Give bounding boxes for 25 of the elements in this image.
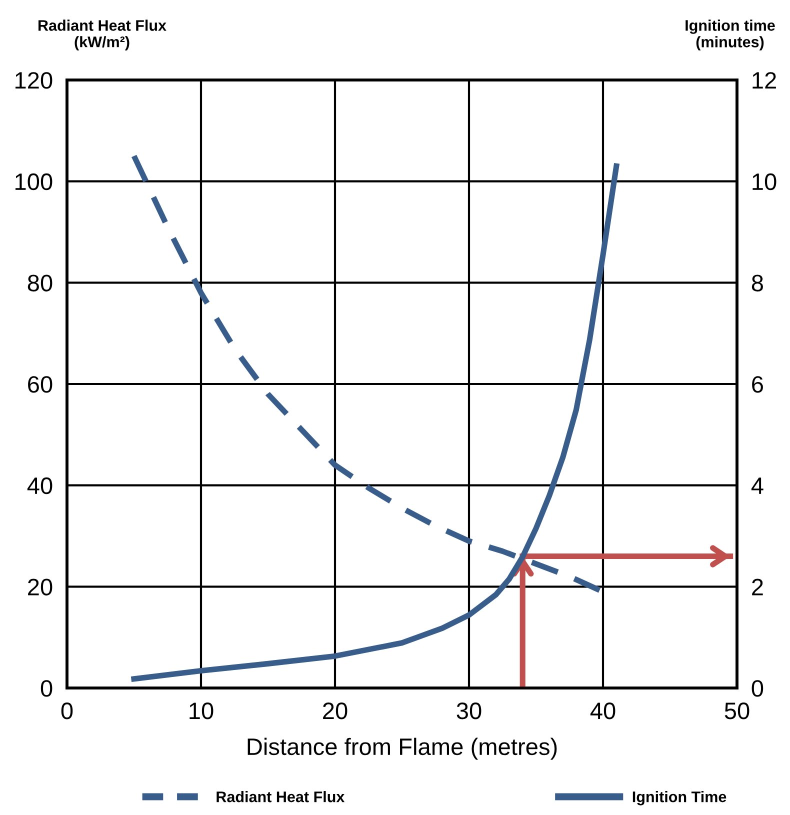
y2-tick-label: 10 bbox=[752, 173, 776, 190]
y-tick-label: 120 bbox=[16, 72, 52, 89]
x-tick-label: 30 bbox=[456, 702, 482, 720]
x-tick-label: 20 bbox=[323, 702, 348, 720]
y2-axis-title: Ignition time (minutes) bbox=[686, 20, 775, 50]
y2-tick-label: 4 bbox=[751, 478, 764, 494]
x-tick-label: 10 bbox=[190, 702, 214, 720]
y2-tick-label: 2 bbox=[752, 578, 763, 596]
y-axis-title: Radiant Heat Flux (kW/m²) bbox=[38, 20, 166, 50]
y2-tick-label: 0 bbox=[752, 680, 764, 697]
y-tick-label: 0 bbox=[40, 680, 52, 697]
y-tick-label: 100 bbox=[16, 173, 52, 190]
y-tick-label: 20 bbox=[28, 578, 52, 596]
y-tick-label: 80 bbox=[28, 274, 52, 292]
y-tick-label: 60 bbox=[28, 376, 52, 393]
y2-tick-label: 12 bbox=[752, 72, 776, 89]
y-tick-label: 40 bbox=[27, 477, 52, 494]
x-tick-label: 40 bbox=[590, 702, 616, 720]
legend-label: Radiant Heat Flux bbox=[216, 791, 345, 802]
x-axis-title: Distance from Flame (metres) bbox=[248, 738, 557, 760]
x-tick-label: 50 bbox=[724, 702, 750, 720]
x-tick-label: 0 bbox=[61, 702, 73, 720]
y2-tick-label: 6 bbox=[752, 376, 763, 393]
legend-label: Ignition Time bbox=[632, 791, 726, 806]
y2-tick-label: 8 bbox=[752, 274, 763, 292]
